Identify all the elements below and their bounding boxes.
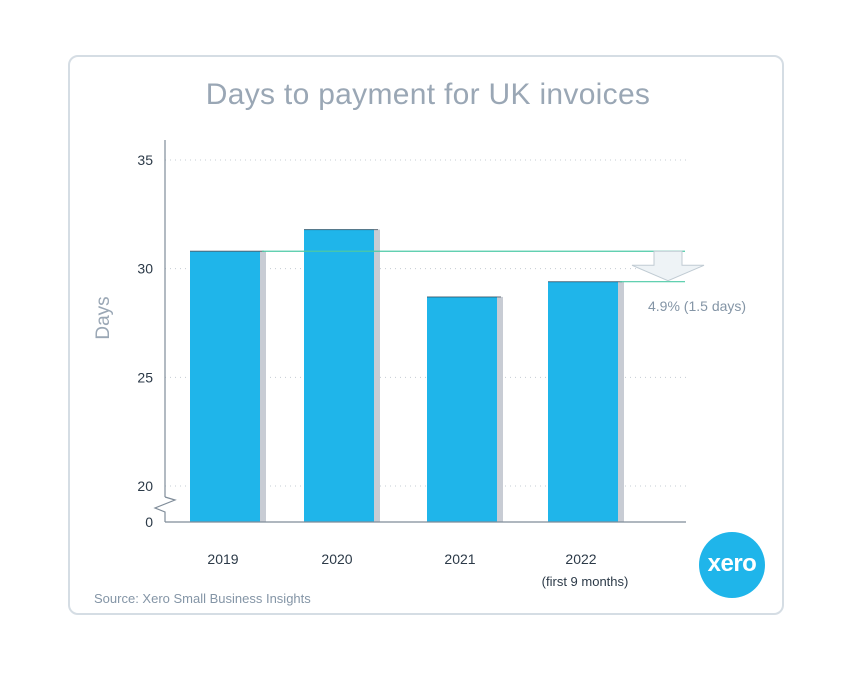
axis-break-icon [153,496,177,522]
decrease-arrow-icon [631,250,705,282]
bar-2019 [190,251,260,522]
bar-2022 [548,281,618,522]
y-tick-label-30: 30 [137,261,153,277]
chart-title: Days to payment for UK invoices [205,78,651,111]
bar-2020 [304,229,374,522]
decrease-annotation: 4.9% (1.5 days) [648,298,746,314]
x-tick-label-2019: 2019 [207,551,238,567]
bar-shadow-2022 [616,281,624,522]
x-tick-sublabel-2022: (first 9 months) [542,574,629,589]
y-tick-label-25: 25 [137,369,153,385]
source-note: Source: Xero Small Business Insights [94,591,311,606]
bar-shadow-2020 [372,229,380,522]
y-tick-label-20: 20 [137,478,153,494]
bar-2021 [427,296,497,522]
xero-logo: xero [699,532,765,598]
bar-shadow-2021 [495,296,503,522]
x-tick-label-2022: 2022 [565,551,596,567]
y-tick-label-0: 0 [145,514,153,530]
y-tick-label-35: 35 [137,152,153,168]
x-tick-label-2020: 2020 [321,551,352,567]
x-tick-label-2021: 2021 [444,551,475,567]
bar-shadow-2019 [258,251,266,522]
y-axis-label: Days [93,296,114,339]
